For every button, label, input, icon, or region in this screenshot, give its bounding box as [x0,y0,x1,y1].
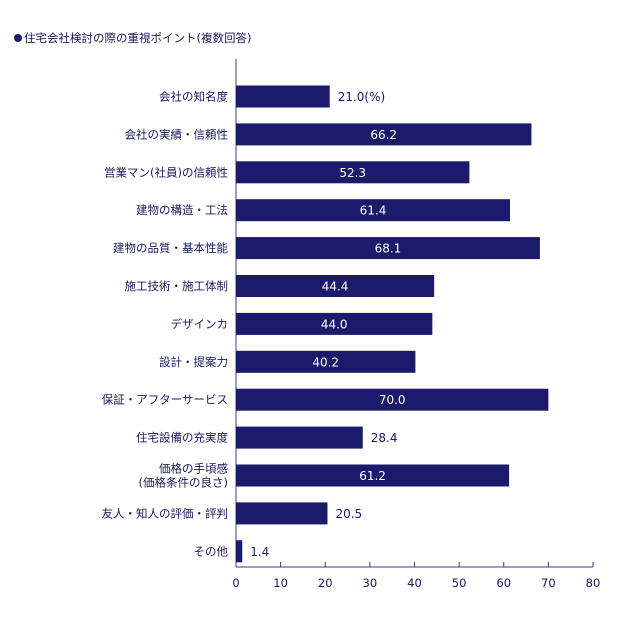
category-label: 友人・知人の評価・評判 [102,506,229,520]
bar [236,275,435,297]
category-label: その他 [194,544,229,558]
category-label: 会社の知名度 [159,90,228,104]
value-label: 61.2 [359,469,386,483]
category-label: 建物の構造・工法 [136,203,228,217]
value-label: 1.4 [250,545,269,559]
value-label: 21.0(%) [338,90,385,104]
category-label: 会社の実績・信頼性 [125,127,229,141]
bar [236,540,243,563]
value-label: 44.4 [322,280,349,294]
category-label: 建物の品質・基本性能 [113,241,228,255]
category-label: 施工技術・施工体制 [125,279,229,293]
bar [236,388,549,411]
x-tick-label: 70 [541,576,556,590]
chart-title: 住宅会社検討の際の重視ポイント(複数回答) [14,30,251,46]
value-label: 66.2 [370,128,397,142]
x-tick-label: 10 [273,576,288,590]
bar [236,464,510,487]
value-label: 68.1 [375,242,402,256]
x-tick-label: 20 [318,576,333,590]
bar [236,350,416,373]
x-tick-label: 80 [586,576,601,590]
category-label: デザインカ [171,317,229,331]
value-label: 40.2 [312,355,339,369]
bar [236,237,540,260]
value-label: 52.3 [339,166,366,180]
category-label: 保証・アフターサービス [102,393,228,407]
value-label: 44.0 [321,317,348,331]
category-label: 住宅設備の充実度 [136,431,228,445]
value-label: 61.4 [360,204,387,218]
bar [236,85,330,108]
bullet-dot-icon [14,34,22,42]
value-label: 20.5 [335,507,362,521]
bar [236,161,470,184]
chart-title-text: 住宅会社検討の際の重視ポイント(複数回答) [24,31,252,45]
value-label: 70.0 [379,393,406,407]
x-tick-label: 60 [496,576,511,590]
bar [236,426,363,449]
x-tick-label: 0 [232,576,239,590]
category-label: (価格条件の良さ) [139,476,228,490]
x-tick-label: 40 [407,576,422,590]
category-label: 価格の手頃感 [159,462,228,476]
category-label: 設計・提案力 [159,355,228,369]
bar [236,312,433,335]
x-tick-label: 50 [452,576,467,590]
bar [236,123,532,146]
bar [236,502,328,525]
x-tick-label: 30 [363,576,378,590]
bar [236,199,510,222]
category-label: 営業マン(社員)の信頼性 [104,165,228,179]
value-label: 28.4 [371,431,398,445]
